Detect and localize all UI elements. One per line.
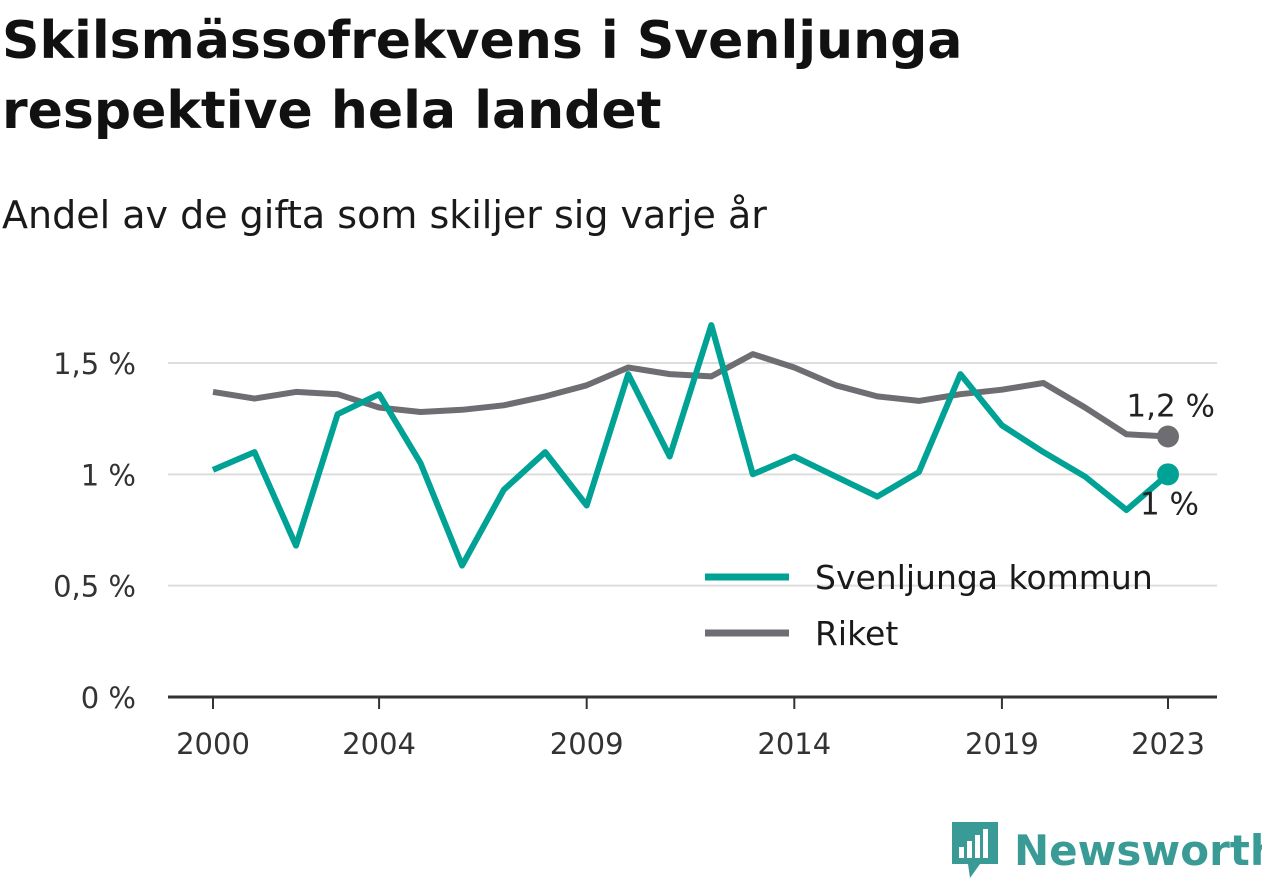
y-axis-ticks: 0 % 0,5 % 1 % 1,5 % (53, 347, 136, 715)
x-tick-label: 2019 (965, 727, 1039, 761)
grid-lines (168, 362, 1217, 587)
chart-title: Skilsmässofrekvens i Svenljunga respekti… (2, 11, 963, 141)
newsworthy-brand: Newsworthy (950, 820, 1262, 880)
end-labels: 1,2 % 1 % (1126, 388, 1215, 522)
x-tick-label: 2023 (1131, 727, 1205, 761)
legend: Svenljunga kommun Riket (705, 558, 1153, 653)
newsworthy-logo-icon (952, 822, 998, 878)
brand-name: Newsworthy (1014, 825, 1262, 875)
x-axis-ticks: 2000 2004 2009 2014 2019 2023 (176, 697, 1205, 761)
chart-subtitle: Andel av de gifta som skiljer sig varje … (2, 193, 767, 237)
legend-label-svenljunga: Svenljunga kommun (815, 558, 1153, 597)
x-tick-label: 2009 (550, 727, 624, 761)
y-tick-label: 0 % (81, 681, 136, 715)
series-lines (211, 322, 1179, 569)
x-tick-label: 2014 (757, 727, 831, 761)
series-line-riket (212, 351, 1169, 440)
x-tick-label: 2000 (176, 727, 250, 761)
series-line-svenljunga (211, 322, 1170, 569)
y-tick-label: 0,5 % (53, 570, 136, 604)
y-tick-label: 1 % (81, 458, 136, 492)
end-label-riket: 1,2 % (1126, 388, 1215, 424)
end-marker-riket (1157, 425, 1179, 448)
end-marker-svenljunga (1157, 463, 1179, 486)
x-tick-label: 2004 (342, 727, 416, 761)
end-label-svenljunga: 1 % (1140, 486, 1199, 522)
y-tick-label: 1,5 % (53, 347, 136, 381)
legend-label-riket: Riket (815, 614, 898, 653)
